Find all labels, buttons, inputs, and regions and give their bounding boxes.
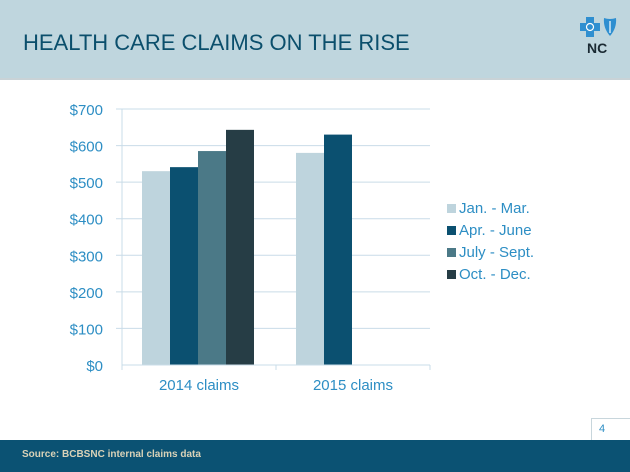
footer-bar: Source: BCBSNC internal claims data: [0, 440, 630, 472]
page-number: 4: [599, 423, 606, 435]
bar-2014-claims-3: [226, 129, 254, 365]
bar-chart: $0 $100 $200 $300 $400 $500 $600 $700 2014 clai…: [70, 102, 534, 394]
page-number-box: 4: [591, 418, 630, 440]
x-tick-label: 2014 claims: [159, 377, 239, 394]
legend-label: Jan. - Mar.: [459, 200, 530, 217]
legend-swatch: [447, 248, 456, 257]
legend: Jan. - Mar. Apr. - June July - Sept. Oct. -…: [447, 200, 534, 283]
cross-shield-icon: [580, 17, 617, 37]
y-tick-label: $200: [70, 285, 103, 302]
logo-nc-text: NC: [587, 40, 608, 56]
legend-swatch: [447, 226, 456, 235]
bar-2015-claims-0: [296, 152, 324, 365]
bar-2014-claims-1: [170, 167, 198, 365]
legend-label: Apr. - June: [459, 222, 532, 239]
y-tick-label: $400: [70, 212, 103, 229]
legend-label: July - Sept.: [459, 244, 534, 261]
y-tick-label: $100: [70, 321, 103, 338]
bar-2014-claims-2: [198, 151, 226, 365]
cross-icon: [580, 17, 600, 37]
bar-2014-claims-0: [142, 171, 170, 365]
y-tick-label: $500: [70, 175, 103, 192]
y-tick-label: $700: [70, 102, 103, 119]
x-tick-label: 2015 claims: [313, 377, 393, 394]
y-tick-label: $0: [86, 358, 103, 375]
legend-swatch: [447, 204, 456, 213]
bars: [142, 129, 352, 365]
x-axis: 2014 claims 2015 claims: [121, 364, 431, 394]
y-tick-label: $600: [70, 139, 103, 156]
source-note: Source: BCBSNC internal claims data: [22, 449, 201, 460]
legend-label: Oct. - Dec.: [459, 266, 531, 283]
y-axis-ticks: $0 $100 $200 $300 $400 $500 $600 $700: [70, 102, 103, 375]
bar-2015-claims-1: [324, 134, 352, 365]
legend-swatch: [447, 270, 456, 279]
slide-header: HEALTH CARE CLAIMS ON THE RISE NC: [0, 0, 630, 80]
y-tick-label: $300: [70, 248, 103, 265]
bcbs-logo: NC: [578, 16, 624, 66]
slide-title: HEALTH CARE CLAIMS ON THE RISE: [23, 30, 410, 55]
